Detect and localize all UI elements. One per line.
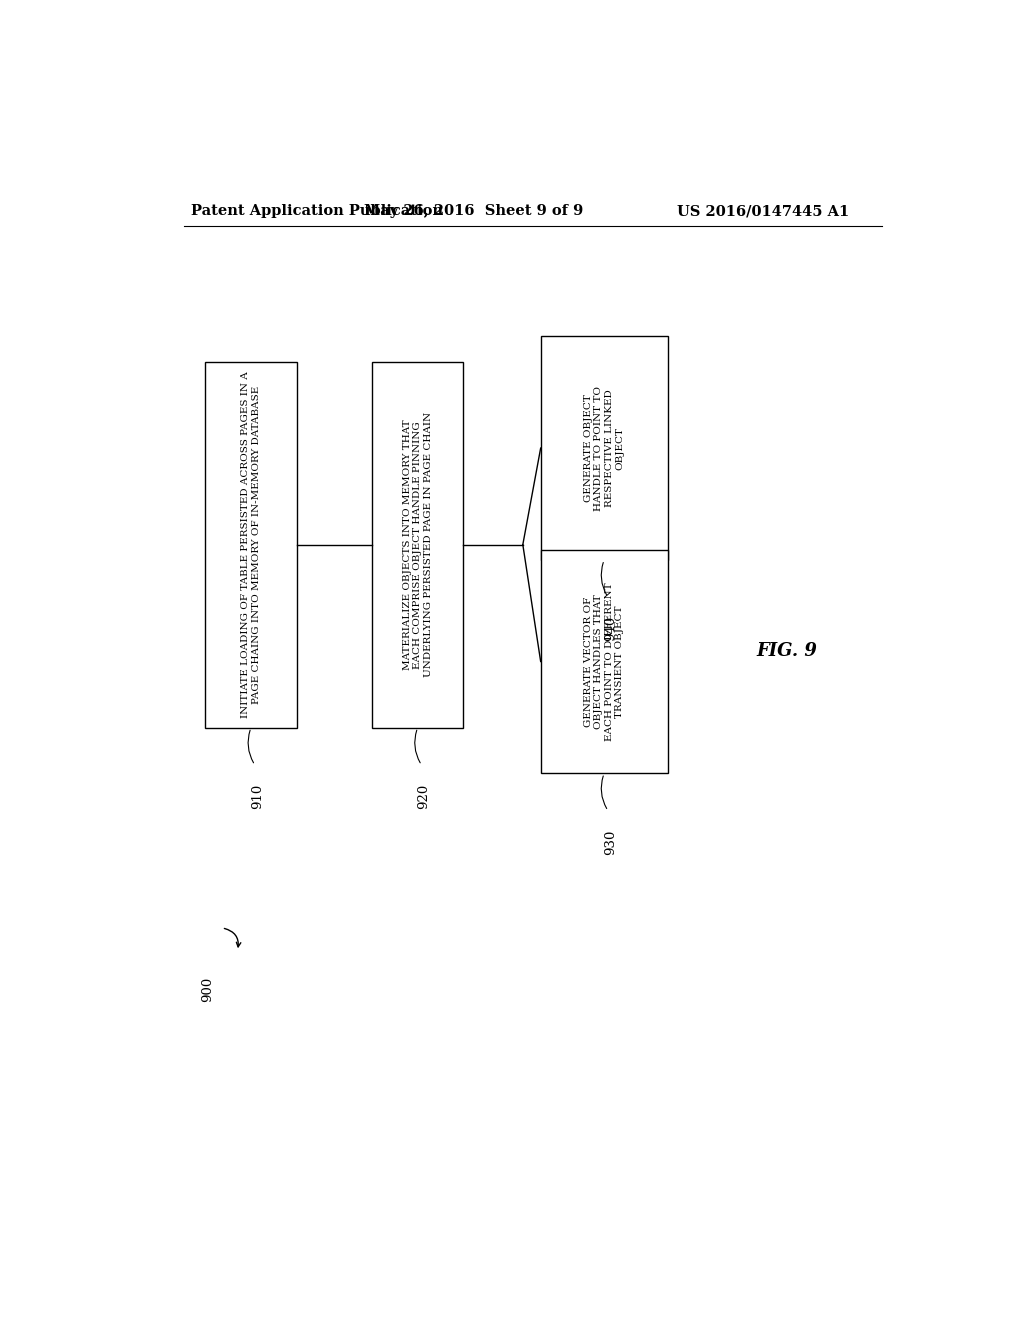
- Bar: [372, 362, 463, 727]
- Text: 910: 910: [251, 784, 264, 809]
- Bar: [541, 337, 668, 560]
- Text: 900: 900: [201, 977, 214, 1002]
- Bar: [206, 362, 297, 727]
- Text: FIG. 9: FIG. 9: [757, 643, 817, 660]
- Text: MATERIALIZE OBJECTS INTO MEMORY THAT
EACH COMPRISE OBJECT HANDLE PINNING
UNDERLY: MATERIALIZE OBJECTS INTO MEMORY THAT EAC…: [402, 412, 432, 677]
- Text: 920: 920: [418, 784, 430, 809]
- Text: 940: 940: [604, 616, 617, 642]
- Bar: [541, 549, 668, 774]
- Text: US 2016/0147445 A1: US 2016/0147445 A1: [677, 205, 849, 218]
- Text: GENERATE VECTOR OF
OBJECT HANDLES THAT
EACH POINT TO DIFFERENT
TRANSIENT OBJECT: GENERATE VECTOR OF OBJECT HANDLES THAT E…: [584, 582, 625, 741]
- Text: GENERATE OBJECT
HANDLE TO POINT TO
RESPECTIVE LINKED
OBJECT: GENERATE OBJECT HANDLE TO POINT TO RESPE…: [584, 385, 625, 511]
- Text: Patent Application Publication: Patent Application Publication: [191, 205, 443, 218]
- Text: 930: 930: [604, 829, 617, 854]
- Text: May 26, 2016  Sheet 9 of 9: May 26, 2016 Sheet 9 of 9: [364, 205, 583, 218]
- Text: INITIATE LOADING OF TABLE PERSISTED ACROSS PAGES IN A
PAGE CHAING INTO MEMORY OF: INITIATE LOADING OF TABLE PERSISTED ACRO…: [242, 371, 261, 718]
